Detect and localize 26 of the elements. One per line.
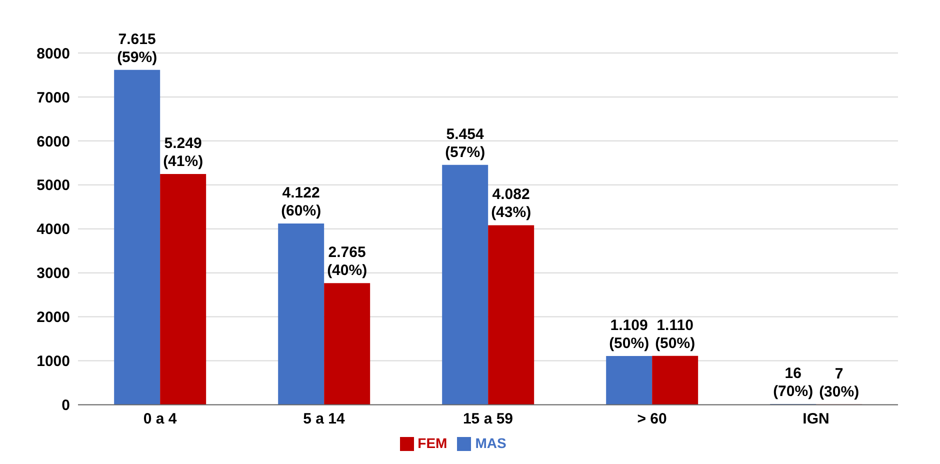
y-tick-label: 7000: [36, 89, 70, 106]
data-label: 4.122 (60%): [281, 184, 322, 220]
y-tick-label: 4000: [36, 221, 70, 238]
data-label: 16 (70%): [773, 365, 814, 400]
legend-label: FEM: [418, 434, 448, 451]
x-tick-label: 15 a 59: [462, 410, 514, 428]
x-tick-label: 0 a 4: [143, 410, 178, 428]
legend-label: MAS: [475, 434, 506, 451]
data-label: 4.082 (43%): [491, 186, 532, 222]
data-label: 5.249 (41%): [163, 134, 204, 170]
y-tick-label: 2000: [36, 309, 70, 326]
data-label: 2.765 (40%): [327, 244, 368, 280]
y-tick-label: 6000: [36, 133, 70, 150]
y-tick-label: 1000: [36, 353, 70, 370]
y-tick-label: 5000: [36, 177, 70, 194]
x-tick-label: IGN: [802, 410, 830, 428]
y-tick-label: 0: [62, 397, 70, 414]
data-label: 5.454 (57%): [445, 126, 486, 161]
data-label: 1.110 (50%): [655, 316, 696, 352]
data-label: 1.109 (50%): [609, 316, 650, 352]
data-label: 7 (30%): [819, 365, 860, 400]
y-tick-label: 8000: [36, 45, 70, 62]
y-tick-label: 3000: [36, 265, 70, 282]
x-tick-label: 5 a 14: [303, 410, 346, 428]
x-tick-label: > 60: [637, 410, 667, 428]
data-label: 7.615 (59%): [117, 30, 158, 66]
